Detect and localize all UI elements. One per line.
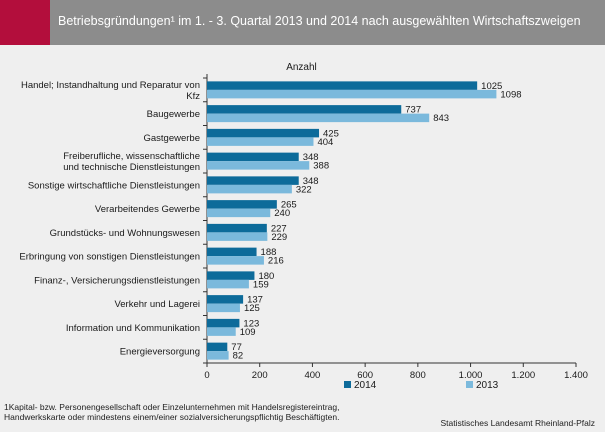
bar-2013 <box>207 208 271 218</box>
category-label: Verkehr und Lagerei <box>114 299 200 310</box>
bar-2014 <box>207 318 240 328</box>
data-label-2014: 123 <box>243 318 259 329</box>
data-label-2014: 425 <box>323 128 339 139</box>
data-label-2014: 348 <box>303 176 319 187</box>
category-label: Grundstücks- und Wohnungswesen <box>50 228 200 239</box>
legend-label-2014: 2014 <box>354 380 377 391</box>
bar-2014 <box>207 105 402 114</box>
bar-2014 <box>207 152 299 162</box>
bar-2013 <box>207 232 268 241</box>
bar-2013 <box>207 137 314 146</box>
x-tick-label: 600 <box>357 370 373 381</box>
data-label-2014: 137 <box>247 295 263 306</box>
chart-title: Betriebsgründungen¹ im 1. - 3. Quartal 2… <box>58 14 581 28</box>
x-tick-label: 200 <box>252 370 268 381</box>
accent-block <box>0 0 50 45</box>
category-label: Finanz-, Versicherungsdienstleistungen <box>34 275 200 286</box>
category-label: Gastgewerbe <box>143 133 200 144</box>
category-label: Information und Kommunikation <box>66 323 200 334</box>
data-label-2013: 1098 <box>500 89 521 100</box>
bar-2014 <box>207 247 257 257</box>
bar-2014 <box>207 200 277 209</box>
category-label: Kfz <box>186 91 200 102</box>
x-tick-label: 400 <box>304 370 320 381</box>
bar-2013 <box>207 327 236 336</box>
data-label-2014: 348 <box>303 152 319 163</box>
bar-2014 <box>207 81 478 90</box>
legend-swatch-2013 <box>466 381 473 388</box>
bar-2013 <box>207 279 249 289</box>
source-note: Statistisches Landesamt Rheinland-Pfalz <box>440 418 596 428</box>
x-tick-label: 800 <box>410 370 426 381</box>
bar-2014 <box>207 223 267 233</box>
bar-2013 <box>207 256 264 265</box>
data-label-2013: 216 <box>268 256 284 267</box>
bar-2013 <box>207 351 229 360</box>
bar-2013 <box>207 113 430 123</box>
category-label: Energieversorgung <box>120 347 200 358</box>
data-label-2013: 82 <box>233 351 244 362</box>
footnote: 1Kapital- bzw. Personengesellschaft oder… <box>4 402 340 422</box>
axis-label: Anzahl <box>286 62 317 73</box>
data-label-2013: 125 <box>244 303 260 314</box>
data-label-2013: 322 <box>296 184 312 195</box>
data-label-2014: 227 <box>271 223 287 234</box>
data-label-2014: 1025 <box>481 81 502 92</box>
x-tick-label: 0 <box>204 370 209 381</box>
header-banner: Betriebsgründungen¹ im 1. - 3. Quartal 2… <box>0 0 605 45</box>
bar-2014 <box>207 271 255 280</box>
data-label-2014: 265 <box>281 200 297 211</box>
category-label: Freiberufliche, wissenschaftliche <box>63 151 200 162</box>
category-label: Baugewerbe <box>147 109 200 120</box>
data-label-2014: 77 <box>231 342 242 353</box>
bar-2014 <box>207 295 244 304</box>
data-label-2013: 388 <box>313 161 329 172</box>
bar-2013 <box>207 184 292 194</box>
category-label: Erbringung von sonstigen Dienstleistunge… <box>19 252 200 263</box>
legend-label-2013: 2013 <box>476 380 499 391</box>
category-label: Handel; Instandhaltung und Reparatur von <box>21 80 200 91</box>
x-tick-label: 1.000 <box>459 370 483 381</box>
bar-2014 <box>207 176 299 185</box>
bar-2013 <box>207 303 240 313</box>
x-tick-label: 1.200 <box>511 370 535 381</box>
category-label: Sonstige wirtschaftliche Dienstleistunge… <box>28 180 200 191</box>
data-label-2013: 229 <box>271 232 287 243</box>
bar-2014 <box>207 128 320 138</box>
x-tick-label: 1.400 <box>564 370 588 381</box>
data-label-2013: 404 <box>317 137 333 148</box>
category-label: und technische Dienstleistungen <box>63 162 200 173</box>
data-label-2014: 188 <box>261 247 277 258</box>
bar-2014 <box>207 342 228 352</box>
category-label: Verarbeitendes Gewerbe <box>95 204 200 215</box>
data-label-2013: 843 <box>433 113 449 124</box>
data-label-2013: 109 <box>240 327 256 338</box>
data-label-2013: 240 <box>274 208 290 219</box>
bar-2013 <box>207 161 310 170</box>
data-label-2014: 737 <box>405 105 421 116</box>
data-label-2014: 180 <box>258 271 274 282</box>
data-label-2013: 159 <box>253 279 269 290</box>
bar-2013 <box>207 89 497 99</box>
legend-swatch-2014 <box>344 381 351 388</box>
